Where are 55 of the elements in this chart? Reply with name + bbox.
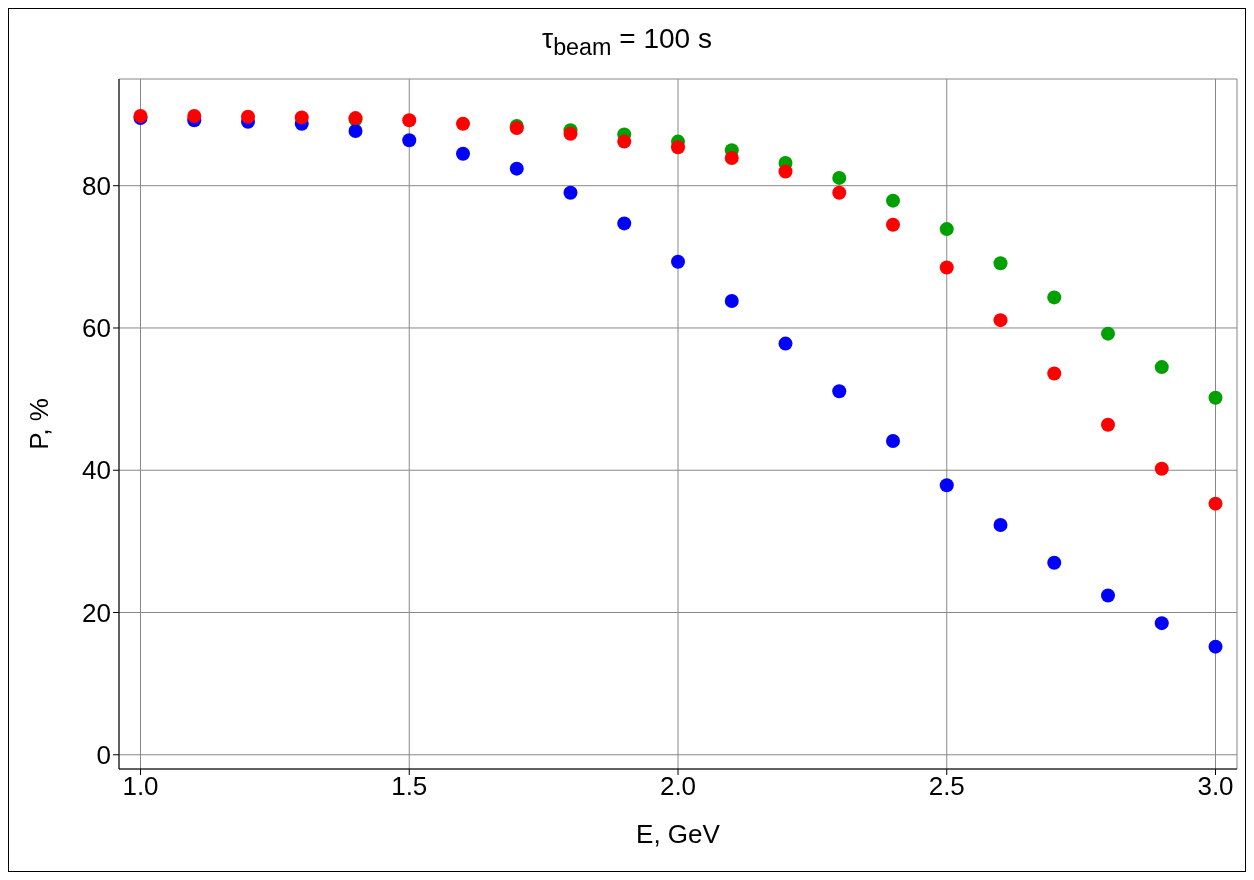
point <box>993 518 1008 533</box>
y-tick-label: 0 <box>96 740 111 770</box>
point <box>724 293 739 308</box>
point <box>617 134 632 149</box>
point <box>509 161 524 176</box>
point <box>1154 461 1169 476</box>
point <box>1047 366 1062 381</box>
y-tick-label: 60 <box>82 313 111 344</box>
y-tick-label: 20 <box>82 597 111 628</box>
point <box>832 185 847 200</box>
point <box>1047 290 1062 305</box>
point <box>886 217 900 232</box>
point <box>1101 417 1115 432</box>
point <box>1101 326 1115 341</box>
y-tick-label: 40 <box>82 455 111 486</box>
point <box>886 434 900 449</box>
point <box>1047 555 1062 570</box>
point <box>241 109 255 124</box>
point <box>456 116 470 131</box>
point <box>294 110 309 125</box>
point <box>402 113 417 128</box>
point <box>832 170 847 185</box>
point <box>1208 390 1223 405</box>
point <box>1154 616 1169 631</box>
x-tick-label: 1.5 <box>391 771 428 802</box>
point <box>886 193 900 208</box>
y-axis-title: P, % <box>24 398 55 450</box>
y-tick-label: 80 <box>82 170 111 201</box>
point <box>939 260 954 275</box>
chart-title: τ$_{beam}$ = 100 s <box>541 22 713 62</box>
point <box>563 185 578 200</box>
point <box>671 140 685 155</box>
x-tick-label: 1.0 <box>122 771 159 802</box>
point <box>993 256 1008 271</box>
x-tick-label: 2.0 <box>659 771 697 802</box>
point <box>1101 588 1115 603</box>
point <box>1208 639 1223 654</box>
point <box>1208 496 1223 511</box>
point <box>348 123 363 138</box>
point <box>778 164 793 179</box>
point <box>832 384 847 399</box>
x-tick-label: 2.5 <box>928 771 965 802</box>
point <box>939 222 954 237</box>
point <box>778 336 793 351</box>
point <box>671 254 685 269</box>
x-axis-title: E, GeV <box>636 819 721 849</box>
point <box>724 150 739 165</box>
x-tick-label: 3.0 <box>1197 771 1234 802</box>
point <box>939 478 954 493</box>
point <box>617 216 632 231</box>
point <box>993 313 1008 328</box>
point <box>402 133 417 148</box>
point <box>456 146 470 161</box>
point <box>187 108 202 123</box>
point <box>1154 360 1169 375</box>
